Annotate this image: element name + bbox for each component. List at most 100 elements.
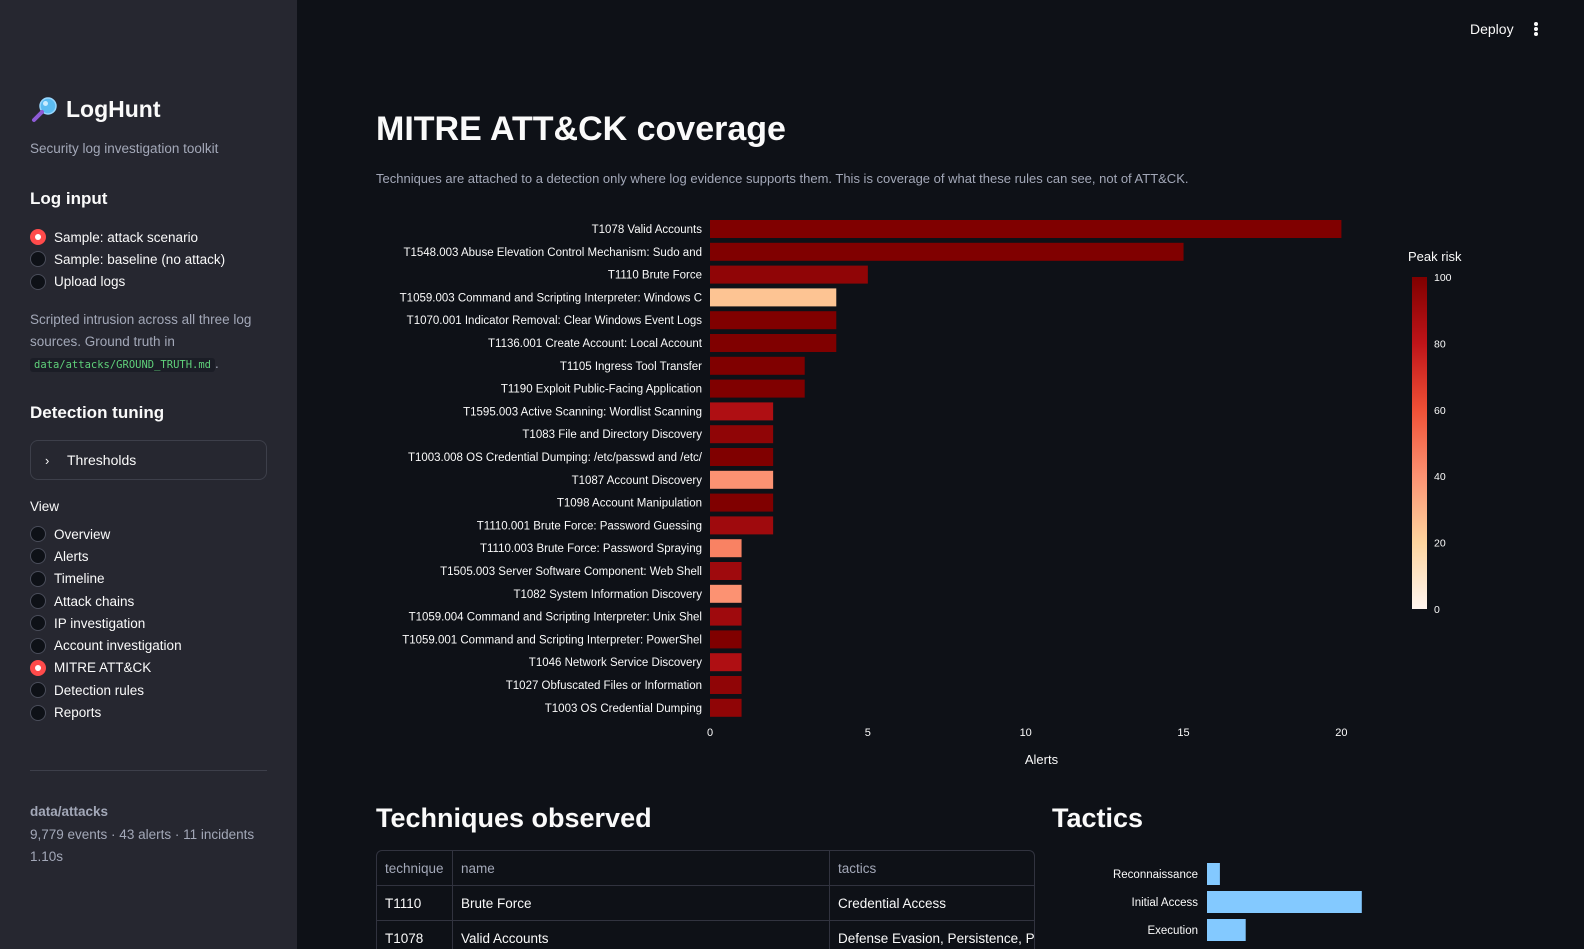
x-axis-label: Alerts xyxy=(1025,752,1059,767)
view-option-mitre-att-ck[interactable]: MITRE ATT&CK xyxy=(30,657,182,679)
column-header-technique[interactable]: technique xyxy=(377,851,453,885)
bar-t1595-003[interactable] xyxy=(710,402,774,421)
bar-t1059-003[interactable] xyxy=(710,288,837,307)
tick-label-t1082: T1082 System Information Discovery xyxy=(513,589,702,601)
radio-label: Upload logs xyxy=(54,274,126,290)
x-tick-label: 20 xyxy=(1335,727,1347,739)
bar-t1087[interactable] xyxy=(710,470,774,489)
bar-t1059-004[interactable] xyxy=(710,607,742,626)
techniques-heading: Techniques observed xyxy=(376,803,652,833)
tactic-label-execution: Execution xyxy=(1147,925,1198,937)
log-input-option-sample-attack-scenario[interactable]: Sample: attack scenario xyxy=(30,226,225,248)
view-radio-group: Overview Alerts Timeline Attack chains IP in… xyxy=(30,523,182,724)
app-title: LogHunt xyxy=(66,95,161,122)
view-option-detection-rules[interactable]: Detection rules xyxy=(30,679,182,701)
radio-unselected-icon[interactable] xyxy=(30,704,46,721)
tick-label-t1083: T1083 File and Directory Discovery xyxy=(522,429,702,441)
radio-unselected-icon[interactable] xyxy=(30,615,46,632)
bar-t1136-001[interactable] xyxy=(710,334,837,352)
ground-truth-path: data/attacks/GROUND_TRUTH.md xyxy=(30,358,216,372)
radio-unselected-icon[interactable] xyxy=(30,570,46,587)
bar-t1003-008[interactable] xyxy=(710,448,774,466)
view-option-account-investigation[interactable]: Account investigation xyxy=(30,634,182,656)
view-option-attack-chains[interactable]: Attack chains xyxy=(30,590,182,612)
chevron-right-icon: › xyxy=(45,452,50,468)
table-row[interactable]: T1110 Brute Force Credential Access xyxy=(377,886,1034,921)
radio-label: Timeline xyxy=(54,571,105,587)
radio-unselected-icon[interactable] xyxy=(30,548,46,565)
log-input-radio-group: Sample: attack scenario Sample: baseline … xyxy=(30,226,225,293)
sidebar-divider xyxy=(30,770,267,771)
radio-label: Sample: attack scenario xyxy=(54,229,199,245)
thresholds-expander[interactable]: › Thresholds xyxy=(30,440,267,480)
bar-t1078[interactable] xyxy=(710,220,1342,238)
bar-t1082[interactable] xyxy=(710,584,742,603)
radio-label: Detection rules xyxy=(54,682,145,698)
bar-t1083[interactable] xyxy=(710,425,774,444)
colorbar-tick-label: 0 xyxy=(1434,604,1440,616)
view-option-reports[interactable]: Reports xyxy=(30,701,182,723)
tick-label-t1046: T1046 Network Service Discovery xyxy=(529,657,702,669)
bar-t1505-003[interactable] xyxy=(710,562,742,580)
bar-t1027[interactable] xyxy=(710,676,742,694)
bar-t1059-001[interactable] xyxy=(710,630,742,649)
column-header-name[interactable]: name xyxy=(453,851,830,885)
bar-t1548-003[interactable] xyxy=(710,242,1184,261)
tick-label-t1059-003: T1059.003 Command and Scripting Interpre… xyxy=(400,292,702,304)
view-label: View xyxy=(30,499,60,514)
view-option-ip-investigation[interactable]: IP investigation xyxy=(30,612,182,634)
bar-t1098[interactable] xyxy=(710,493,774,512)
radio-unselected-icon[interactable] xyxy=(30,251,46,268)
radio-selected-icon[interactable] xyxy=(30,659,46,676)
tactic-bar-execution[interactable] xyxy=(1207,919,1246,941)
radio-unselected-icon[interactable] xyxy=(30,526,46,543)
kebab-menu-icon[interactable] xyxy=(1528,19,1544,39)
table-cell-technique: T1110 xyxy=(377,886,453,920)
tactics-heading: Tactics xyxy=(1052,803,1144,833)
tactic-bar-initial-access[interactable] xyxy=(1207,891,1362,913)
bar-t1105[interactable] xyxy=(710,356,805,375)
bar-t1190[interactable] xyxy=(710,379,805,398)
table-row[interactable]: T1078 Valid Accounts Defense Evasion, Pers… xyxy=(377,921,1034,949)
bar-t1046[interactable] xyxy=(710,653,742,672)
bar-t1110-003[interactable] xyxy=(710,539,742,558)
table-header: technique name tactics xyxy=(377,851,1034,886)
tick-label-t1505-003: T1505.003 Server Software Component: Web… xyxy=(440,566,702,578)
x-tick-label: 15 xyxy=(1177,727,1189,739)
table-cell-name: Valid Accounts xyxy=(453,921,830,949)
page-title: MITRE ATT&CK coverage xyxy=(376,110,786,148)
tick-label-t1190: T1190 Exploit Public-Facing Application xyxy=(501,384,702,396)
radio-label: MITRE ATT&CK xyxy=(54,660,152,676)
deploy-button[interactable]: Deploy xyxy=(1470,21,1514,37)
techniques-table[interactable]: technique name tactics T1110 Brute Force Cred… xyxy=(376,850,1035,949)
view-option-timeline[interactable]: Timeline xyxy=(30,568,182,590)
x-tick-label: 5 xyxy=(865,727,871,739)
radio-unselected-icon[interactable] xyxy=(30,593,46,610)
tick-label-t1110: T1110 Brute Force xyxy=(608,270,702,282)
view-option-overview[interactable]: Overview xyxy=(30,523,182,545)
sidebar: LogHunt Security log investigation toolk… xyxy=(0,0,297,949)
tick-label-t1078: T1078 Valid Accounts xyxy=(592,224,703,236)
log-input-option-upload-logs[interactable]: Upload logs xyxy=(30,271,225,293)
bar-t1070-001[interactable] xyxy=(710,311,837,330)
view-option-alerts[interactable]: Alerts xyxy=(30,545,182,567)
tick-label-t1136-001: T1136.001 Create Account: Local Account xyxy=(488,338,703,350)
radio-unselected-icon[interactable] xyxy=(30,682,46,699)
tactic-bar-reconnaissance[interactable] xyxy=(1207,863,1220,885)
tick-label-t1110-003: T1110.003 Brute Force: Password Spraying xyxy=(480,543,702,555)
radio-unselected-icon[interactable] xyxy=(30,637,46,654)
x-tick-label: 0 xyxy=(707,727,713,739)
table-cell-tactics: Credential Access xyxy=(838,895,947,911)
column-header-tactics[interactable]: tactics xyxy=(838,860,877,876)
bar-t1110-001[interactable] xyxy=(710,516,774,535)
radio-unselected-icon[interactable] xyxy=(30,273,46,290)
log-input-option-sample-baseline-no-attack[interactable]: Sample: baseline (no attack) xyxy=(30,248,225,270)
tick-label-t1059-004: T1059.004 Command and Scripting Interpre… xyxy=(409,612,702,624)
tactic-label-initial-access: Initial Access xyxy=(1132,897,1199,909)
bar-t1003[interactable] xyxy=(710,698,742,717)
radio-selected-icon[interactable] xyxy=(30,229,46,246)
x-tick-label: 10 xyxy=(1020,727,1032,739)
bar-t1110[interactable] xyxy=(710,265,868,284)
thresholds-label: Thresholds xyxy=(67,452,137,468)
tactics-chart: Reconnaissance Initial Access Execution xyxy=(1113,863,1362,941)
